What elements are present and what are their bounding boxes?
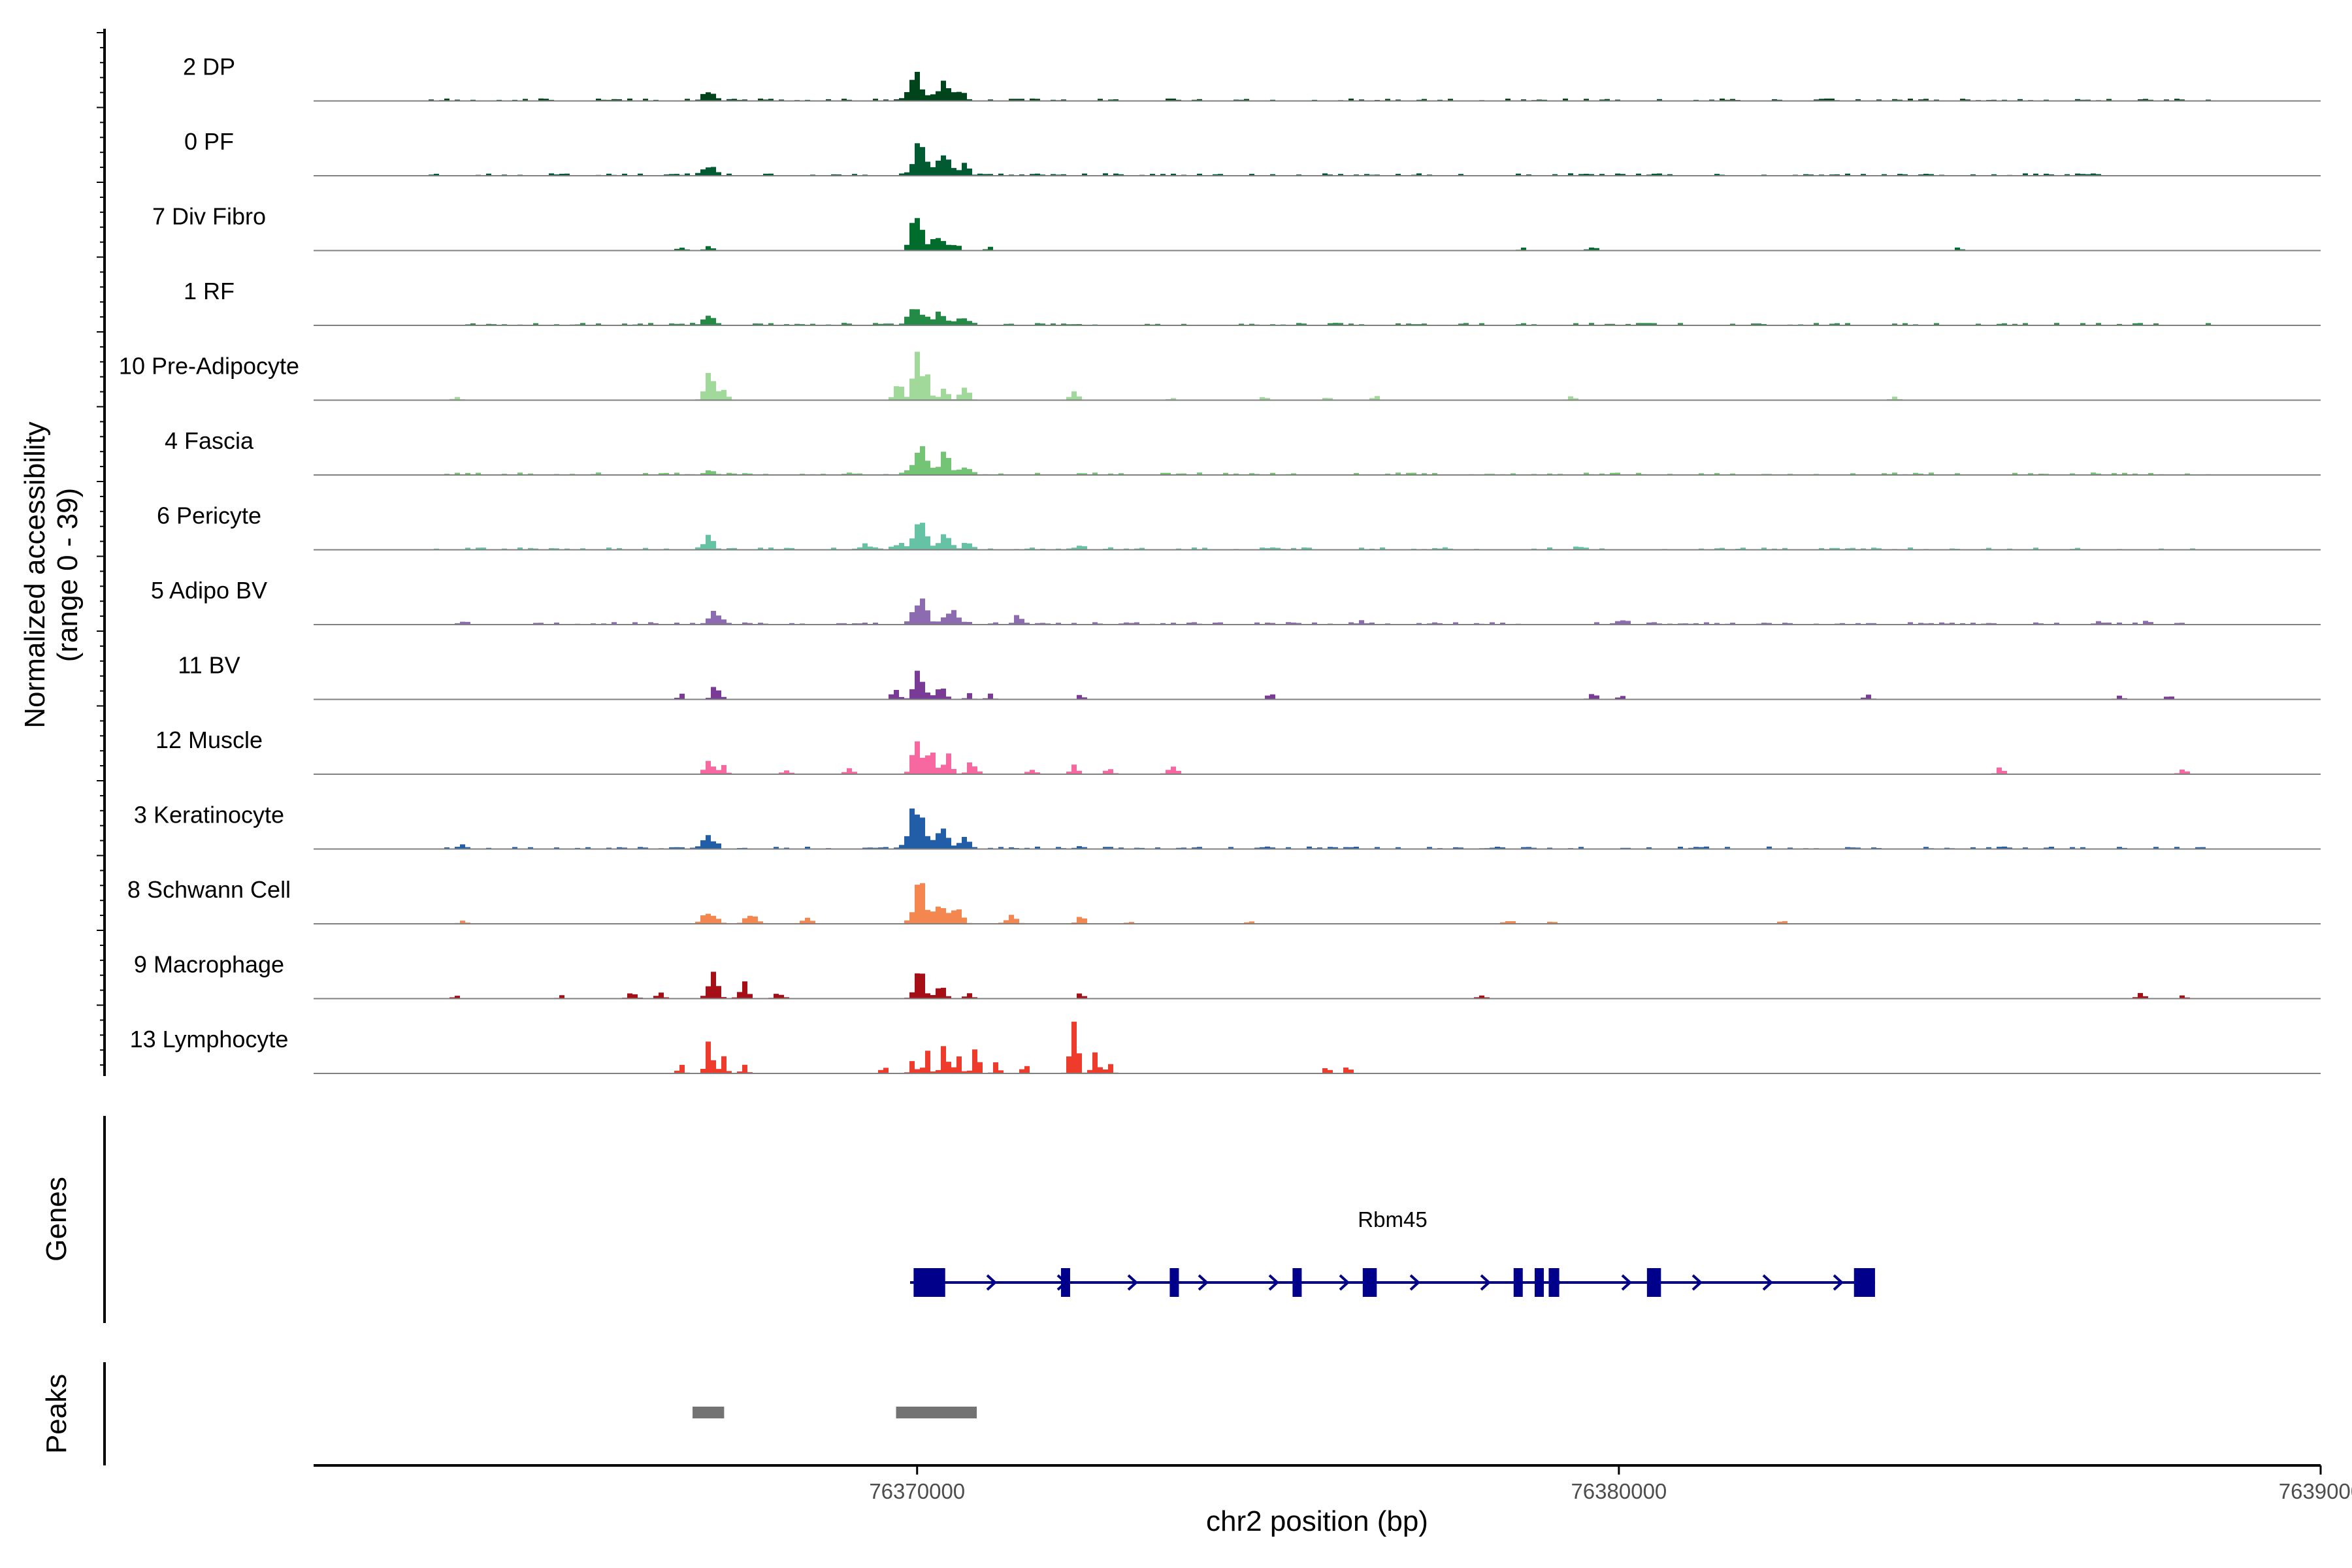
exon	[1854, 1268, 1875, 1297]
track-7: 6 Pericyte	[157, 502, 2326, 551]
y-axis-title-line2: (range 0 - 39)	[52, 488, 84, 662]
y-axis-title-line1: Normalized accessibility	[19, 421, 51, 728]
track-label: 10 Pre-Adipocyte	[119, 353, 299, 380]
track-label: 13 Lymphocyte	[130, 1026, 289, 1053]
peak-bar	[693, 1407, 725, 1418]
peak-bars	[693, 1407, 977, 1418]
strand-arrow	[1691, 1274, 1703, 1291]
track-9: 11 BV	[178, 652, 2326, 700]
track-13: 9 Macrophage	[134, 951, 2326, 1000]
coverage-area	[314, 598, 2326, 625]
strand-arrow	[1621, 1274, 1632, 1291]
coverage-area	[314, 808, 2326, 849]
exon	[1646, 1268, 1661, 1297]
peak-bar	[896, 1407, 977, 1418]
gene-name-label: Rbm45	[1358, 1207, 1427, 1232]
peaks-panel: Peaks	[41, 1362, 977, 1465]
strand-arrow	[1833, 1274, 1844, 1291]
track-label: 3 Keratinocyte	[134, 802, 284, 828]
strand-arrow	[1480, 1274, 1491, 1291]
exon	[1060, 1268, 1070, 1297]
track-label: 8 Schwann Cell	[127, 876, 291, 903]
genes-label: Genes	[41, 1177, 73, 1262]
track-10: 12 Muscle	[155, 727, 2326, 775]
track-3: 7 Div Fibro	[152, 203, 2326, 252]
coverage-area	[314, 72, 2326, 101]
coverage-area	[314, 143, 2326, 176]
exon	[1169, 1268, 1179, 1297]
x-axis-title: chr2 position (bp)	[1206, 1505, 1428, 1537]
track-label: 5 Adipo BV	[151, 577, 267, 604]
strand-arrow	[986, 1274, 997, 1291]
x-tick-label: 76380000	[1571, 1479, 1667, 1503]
track-label: 2 DP	[183, 54, 235, 80]
exon	[1513, 1268, 1523, 1297]
gene-model	[910, 1268, 1875, 1297]
track-1: 2 DP	[183, 54, 2326, 102]
track-label: 9 Macrophage	[134, 951, 284, 978]
track-5: 10 Pre-Adipocyte	[119, 351, 2326, 401]
coverage-area	[314, 670, 2326, 700]
track-label: 1 RF	[184, 278, 235, 304]
strand-arrow	[1198, 1274, 1209, 1291]
coverage-area	[314, 1021, 2326, 1073]
track-11: 3 Keratinocyte	[134, 802, 2326, 850]
track-4: 1 RF	[184, 278, 2326, 326]
exon	[1362, 1268, 1377, 1297]
coverage-area	[314, 523, 2326, 550]
exon	[1548, 1268, 1560, 1297]
track-label: 11 BV	[178, 652, 240, 679]
track-2: 0 PF	[184, 128, 2326, 176]
exon	[1292, 1268, 1302, 1297]
coverage-area	[314, 309, 2326, 325]
strand-arrow	[1127, 1274, 1138, 1291]
coverage-area	[314, 351, 2326, 400]
track-8: 5 Adipo BV	[151, 577, 2326, 625]
track-label: 12 Muscle	[155, 727, 263, 753]
coverage-area	[314, 218, 2326, 251]
track-label: 7 Div Fibro	[152, 203, 266, 230]
track-14: 13 Lymphocyte	[130, 1021, 2326, 1074]
x-axis: 76370000 76380000 7639000 chr2 position (b…	[314, 1464, 2352, 1537]
exon	[1534, 1268, 1544, 1297]
x-ticks: 76370000 76380000 7639000	[869, 1465, 2352, 1503]
peaks-label: Peaks	[41, 1374, 73, 1454]
track-label: 0 PF	[184, 128, 234, 155]
track-label: 6 Pericyte	[157, 502, 261, 529]
coverage-area	[314, 446, 2326, 475]
coverage-area	[314, 972, 2326, 999]
coverage-area	[314, 883, 2326, 924]
track-12: 8 Schwann Cell	[127, 876, 2326, 924]
coverage-y-axis	[97, 29, 106, 1076]
genes-panel: Genes Rbm45	[41, 1116, 1875, 1323]
track-label: 4 Fascia	[165, 427, 254, 454]
strand-arrow	[1339, 1274, 1350, 1291]
strand-arrow	[1409, 1274, 1420, 1291]
x-tick-label: 76370000	[869, 1479, 965, 1503]
x-tick-label: 7639000	[2279, 1479, 2352, 1503]
strand-arrow	[1762, 1274, 1773, 1291]
track-6: 4 Fascia	[165, 427, 2326, 476]
coverage-area	[314, 741, 2326, 774]
coverage-tracks: 2 DP 0 PF 7 Div Fibro 1 RF 10 Pre-Adipocyte 4…	[119, 54, 2326, 1074]
strand-arrow	[1268, 1274, 1279, 1291]
exon	[913, 1268, 945, 1297]
